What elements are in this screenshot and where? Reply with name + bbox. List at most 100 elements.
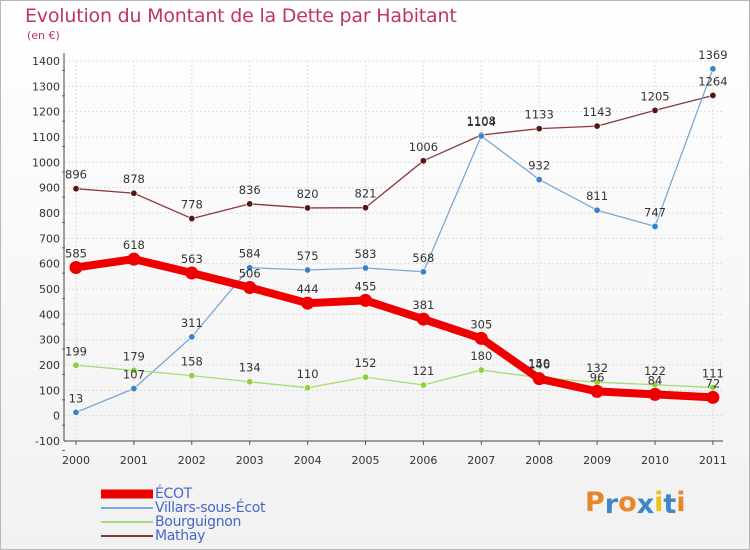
data-label-mathay: 821 [355, 187, 377, 201]
data-point-mathay [304, 204, 312, 212]
data-label-bourguignon: 150 [528, 357, 550, 371]
y-tick-label: 1200 [32, 106, 60, 119]
data-label-bourguignon: 179 [123, 349, 145, 363]
data-point-villars-sous-ecot [709, 65, 717, 73]
legend-label: Mathay [155, 528, 206, 544]
data-label-bourguignon: 158 [181, 355, 203, 369]
data-label-mathay: 836 [239, 183, 261, 197]
data-label-mathay: 1133 [525, 108, 554, 122]
x-tick-label: 2003 [236, 454, 264, 467]
data-point-mathay [651, 106, 659, 114]
legend-label: Bourguignon [155, 514, 242, 530]
data-point-ecot [301, 296, 315, 310]
legend-label: Villars-sous-Écot [155, 500, 266, 516]
logo-letter: i [676, 487, 686, 518]
data-point-ecot [185, 266, 199, 280]
data-point-bourguignon [304, 384, 312, 392]
data-label-bourguignon: 122 [644, 364, 666, 378]
data-label-bourguignon: 132 [586, 361, 608, 375]
x-tick-label: 2000 [62, 454, 90, 467]
data-point-ecot [359, 293, 372, 307]
data-label-bourguignon: 180 [470, 349, 492, 363]
logo-letter: P [585, 487, 605, 518]
series-line-villars-sous-ecot [75, 68, 714, 414]
y-tick-label: 100 [39, 384, 60, 397]
data-label-mathay: 1108 [467, 114, 496, 128]
legend-swatch [101, 507, 153, 509]
x-tick-label: 2007 [467, 454, 495, 467]
data-point-bourguignon [361, 373, 369, 381]
y-tick-label: 300 [39, 334, 60, 347]
data-label-bourguignon: 134 [239, 361, 261, 375]
data-point-ecot [69, 260, 83, 274]
series [69, 65, 720, 416]
data-point-bourguignon [709, 384, 717, 392]
y-tick-label: 800 [39, 207, 60, 220]
logo-letter: t [663, 489, 677, 520]
legend-swatch [101, 489, 153, 499]
y-tick-label: 200 [39, 359, 60, 372]
data-label-mathay: 878 [123, 172, 145, 186]
data-point-villars-sous-ecot [246, 264, 254, 272]
chart-unit-label: (en €) [27, 29, 60, 42]
y-tick-label: 1400 [32, 55, 60, 68]
x-tick-label: 2011 [699, 454, 727, 467]
data-label-ecot: 455 [355, 279, 377, 293]
data-label-villars-sous-ecot: 13 [69, 391, 84, 405]
data-label-bourguignon: 110 [297, 367, 319, 381]
x-tick-label: 2009 [583, 454, 611, 467]
x-tick-label: 2010 [641, 454, 669, 467]
data-label-bourguignon: 199 [65, 344, 87, 358]
data-point-mathay [593, 122, 601, 130]
data-label-ecot: 585 [65, 246, 87, 260]
data-label-ecot: 72 [706, 376, 721, 390]
data-label-bourguignon: 152 [355, 356, 377, 370]
data-point-villars-sous-ecot [477, 132, 485, 140]
y-tick-label: 600 [39, 258, 60, 271]
data-label-villars-sous-ecot: 747 [644, 205, 666, 219]
data-point-villars-sous-ecot [593, 206, 601, 214]
y-tick-label: -100 [35, 435, 60, 448]
y-tick-label: 700 [39, 232, 60, 245]
data-label-villars-sous-ecot: 568 [412, 251, 434, 265]
x-tick-label: 2005 [352, 454, 380, 467]
series-line-bourguignon [75, 364, 714, 389]
data-point-mathay [709, 91, 717, 99]
data-point-ecot [474, 331, 488, 345]
data-point-mathay [188, 215, 196, 223]
data-label-villars-sous-ecot: 584 [239, 247, 261, 261]
data-label-ecot: 618 [123, 238, 145, 252]
axes: -100 0 100 200 300 400 500 600 700 800 900 1000 1100… [32, 53, 727, 467]
x-tick-label: 2004 [294, 454, 322, 467]
data-point-ecot [127, 252, 141, 266]
data-point-mathay [130, 189, 138, 197]
data-label-bourguignon: 121 [412, 364, 434, 378]
data-label-villars-sous-ecot: 1369 [698, 48, 727, 62]
y-tick-label: 1300 [32, 80, 60, 93]
x-tick-label: 2002 [178, 454, 206, 467]
data-label-ecot: 96 [590, 370, 605, 384]
data-point-bourguignon [188, 372, 196, 380]
data-point-villars-sous-ecot [304, 266, 312, 274]
y-tick-label: 1000 [32, 156, 60, 169]
data-point-bourguignon [72, 361, 80, 369]
chart-title: Evolution du Montant de la Dette par Hab… [25, 5, 457, 27]
data-point-ecot [243, 280, 257, 294]
legend-swatch [101, 521, 153, 523]
y-tick-label: 1100 [32, 131, 60, 144]
logo-letter: x [636, 489, 655, 520]
legend-label: ÉCOT [155, 486, 192, 502]
data-point-mathay [72, 185, 80, 193]
data-point-bourguignon [419, 381, 427, 389]
data-label-ecot: 444 [297, 282, 319, 296]
data-point-mathay [361, 204, 369, 212]
data-label-mathay: 1143 [582, 105, 611, 119]
series-line-ecot [72, 255, 717, 402]
data-label-ecot: 146 [528, 358, 550, 372]
data-label-ecot: 381 [412, 298, 434, 312]
y-tick-label: 900 [39, 182, 60, 195]
data-point-bourguignon [130, 366, 138, 374]
data-point-ecot [532, 372, 546, 386]
